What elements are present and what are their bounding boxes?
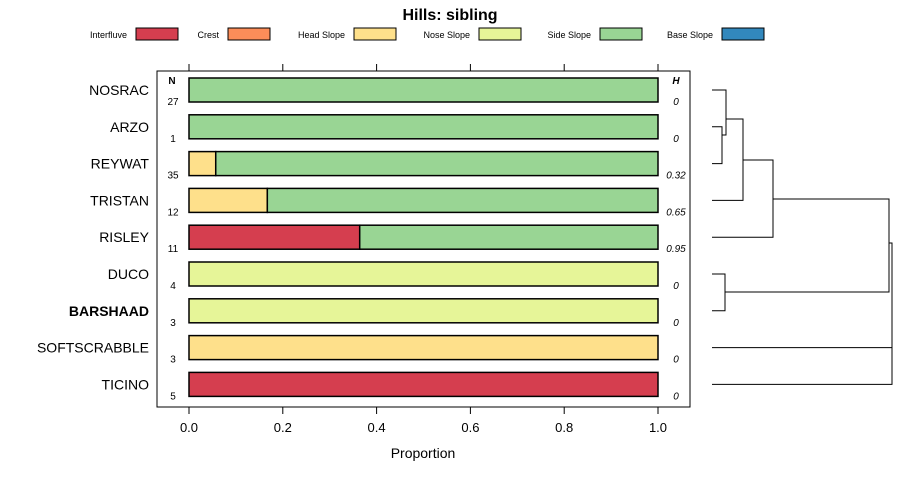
bar-segment-arzo-side-slope (188, 114, 659, 140)
bar-segment-risley-interfluve (188, 224, 361, 250)
legend-label-nose-slope: Nose Slope (423, 30, 470, 40)
x-axis: 0.0 0.2 0.4 0.6 0.8 1.0 (180, 64, 667, 435)
category-label-duco: DUCO (108, 266, 149, 282)
h-value-nosrac: 0 (673, 97, 679, 108)
legend-swatch-nose-slope (478, 27, 522, 41)
plot-frame (156, 70, 691, 408)
category-label-barshaad: BARSHAAD (69, 303, 149, 319)
legend-swatch-base-slope (721, 27, 765, 41)
legend-label-crest: Crest (197, 30, 219, 40)
bar-segment-reywat-head-slope (188, 150, 217, 177)
n-value-tristan: 12 (167, 207, 179, 218)
h-value-arzo: 0 (673, 134, 679, 145)
chart-title: Hills: sibling (402, 7, 497, 24)
bar-segment-reywat-side-slope (214, 150, 659, 177)
x-tick-label-1: 0.2 (274, 420, 292, 435)
legend-swatch-head-slope (353, 27, 397, 41)
h-value-duco: 0 (673, 281, 679, 292)
h-value-risley: 0.95 (666, 244, 686, 255)
h-value-ticino: 0 (673, 391, 679, 402)
legend-swatch-crest (227, 27, 271, 41)
h-value-tristan: 0.65 (666, 207, 686, 218)
h-header: H (672, 76, 680, 87)
dendrogram-link-2 (712, 118, 744, 201)
n-value-nosrac: 27 (167, 97, 179, 108)
h-value-reywat: 0.32 (666, 171, 686, 182)
bar-segment-risley-side-slope (358, 224, 659, 250)
n-value-arzo: 1 (170, 134, 176, 145)
n-value-duco: 4 (170, 281, 176, 292)
legend-label-interfluve: Interfluve (90, 30, 127, 40)
dendrogram-link-0 (712, 89, 727, 136)
n-header: N (168, 76, 175, 87)
n-value-risley: 11 (168, 244, 179, 255)
dendrogram-link-5 (725, 198, 890, 293)
legend-swatch-side-slope (599, 27, 643, 41)
legend-label-head-slope: Head Slope (298, 30, 345, 40)
bar-segment-nosrac-side-slope (188, 77, 659, 103)
bar-segment-ticino-interfluve (188, 371, 659, 398)
dendrogram-link-1 (712, 126, 723, 165)
x-axis-label: Proportion (391, 445, 456, 461)
bar-segment-tristan-head-slope (188, 187, 269, 214)
category-label-tristan: TRISTAN (90, 192, 149, 208)
bar-segment-barshaad-nose-slope (188, 298, 659, 324)
n-value-ticino: 5 (170, 391, 176, 402)
category-label-softscrabble: SOFTSCRABBLE (37, 340, 149, 356)
x-tick-label-5: 1.0 (649, 420, 667, 435)
legend-label-base-slope: Base Slope (667, 30, 713, 40)
h-value-softscrabble: 0 (673, 355, 679, 366)
category-label-arzo: ARZO (110, 119, 149, 135)
dendrogram-link-6 (712, 242, 893, 385)
legend-label-side-slope: Side Slope (547, 30, 591, 40)
bar-segment-softscrabble-head-slope (188, 334, 659, 361)
dendrogram (712, 89, 893, 385)
bar-segment-duco-nose-slope (188, 261, 659, 287)
x-tick-label-2: 0.4 (368, 420, 386, 435)
legend-swatch-interfluve (135, 27, 179, 41)
x-tick-label-0: 0.0 (180, 420, 198, 435)
bar-segment-tristan-side-slope (266, 187, 659, 214)
legend: Interfluve Crest Head Slope Nose Slope Side … (90, 27, 765, 41)
n-value-barshaad: 3 (170, 318, 176, 329)
category-label-ticino: TICINO (102, 376, 150, 392)
h-value-barshaad: 0 (673, 318, 679, 329)
category-label-risley: RISLEY (99, 229, 149, 245)
x-tick-label-4: 0.8 (555, 420, 573, 435)
n-value-reywat: 35 (167, 171, 179, 182)
category-label-nosrac: NOSRAC (89, 82, 149, 98)
n-value-softscrabble: 3 (170, 355, 176, 366)
dendrogram-link-4 (712, 273, 726, 312)
category-label-reywat: REYWAT (91, 156, 150, 172)
x-tick-label-3: 0.6 (461, 420, 479, 435)
